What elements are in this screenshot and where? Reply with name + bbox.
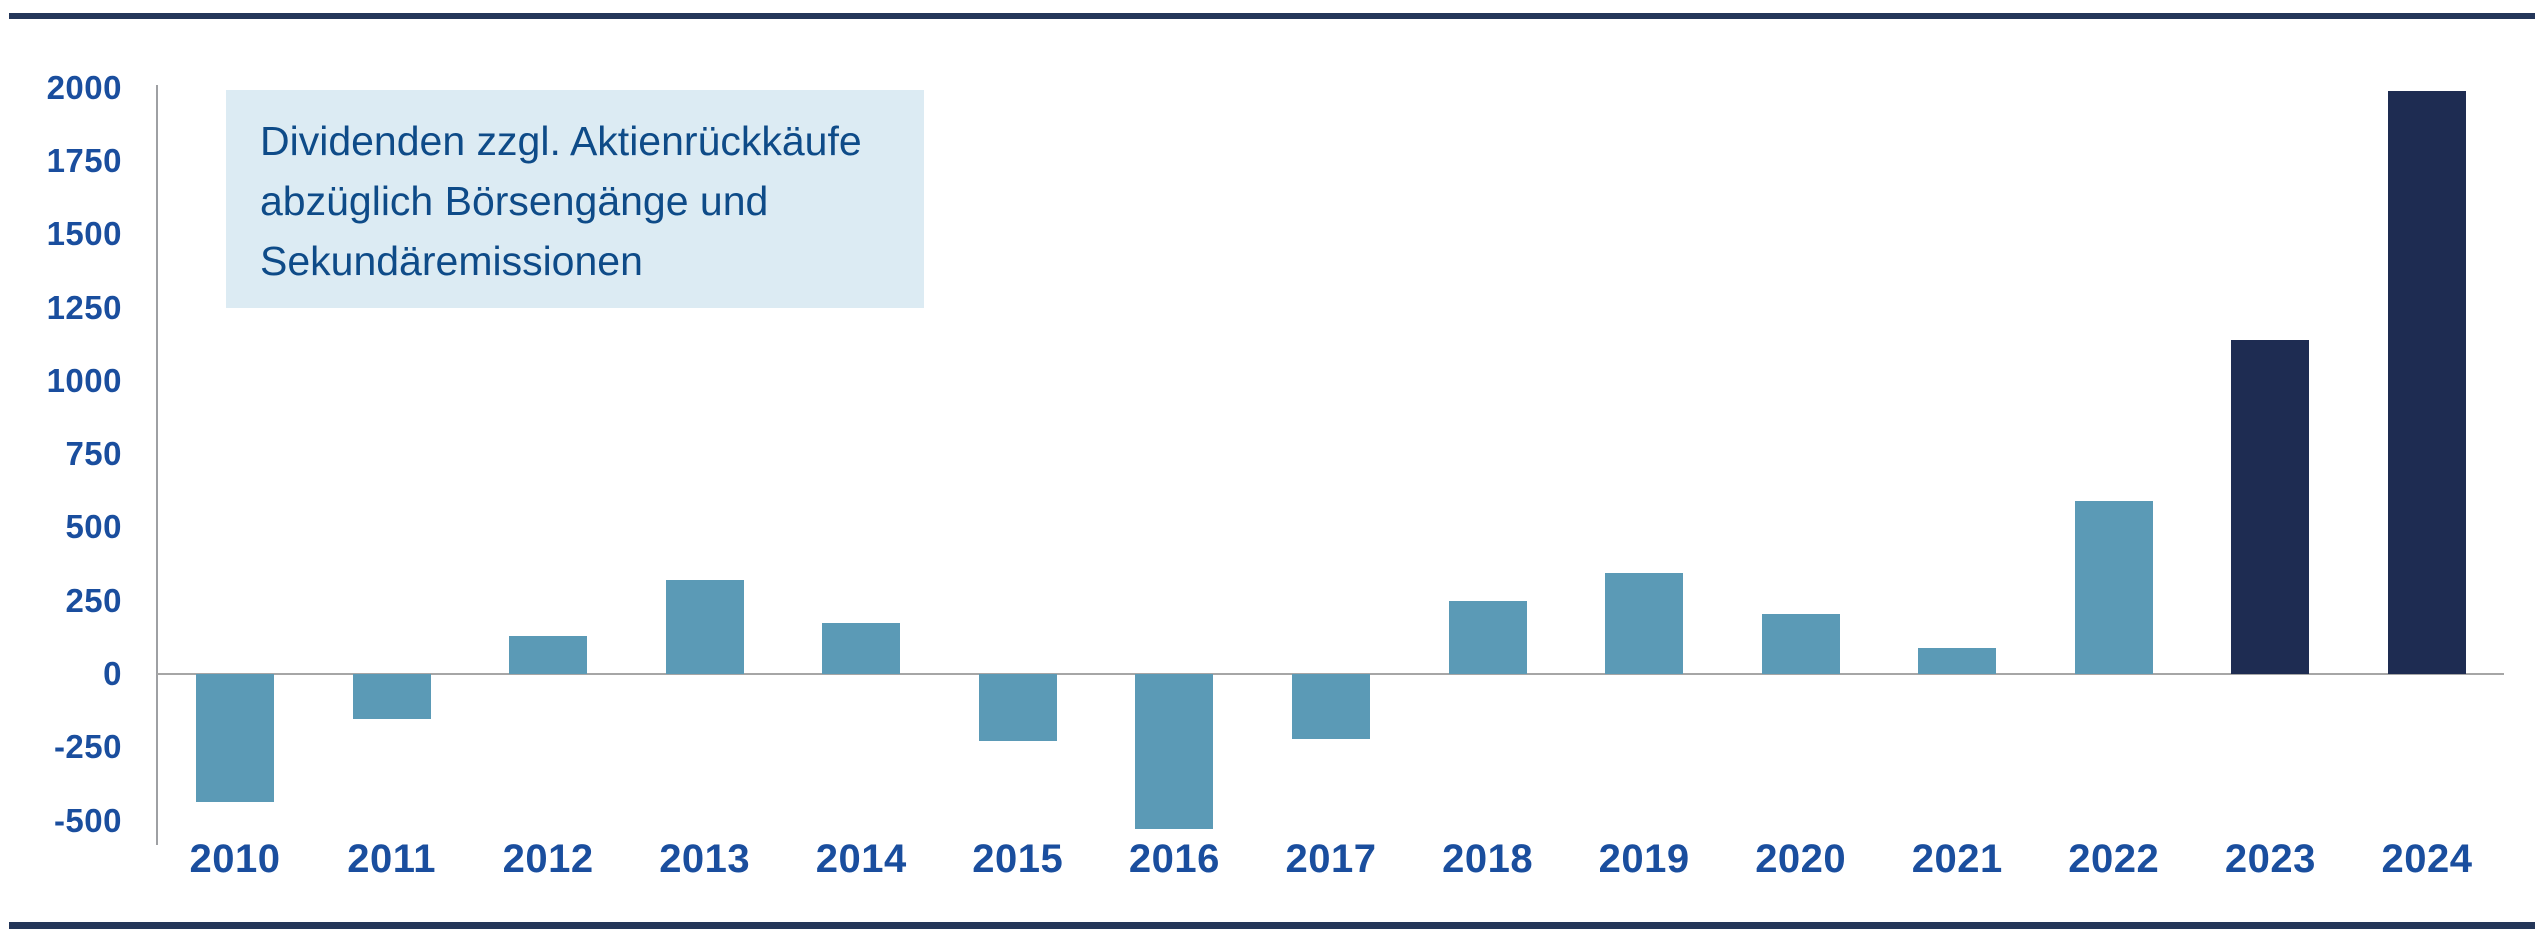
bar-2019	[1605, 572, 1684, 674]
x-tick-label-2010: 2010	[189, 837, 281, 881]
bar-2011	[352, 674, 431, 720]
y-tick-label: 1750	[46, 141, 122, 179]
bar-2016	[1135, 674, 1214, 830]
bar-2010	[196, 674, 274, 802]
bar-2020	[1761, 613, 1840, 674]
top-border-rule	[9, 13, 2535, 19]
x-tick-label-2019: 2019	[1598, 837, 1690, 881]
y-tick-label: 500	[65, 508, 122, 546]
annotation-line: Sekundäremissionen	[260, 238, 643, 284]
x-tick-label-2024: 2024	[2381, 837, 2473, 881]
x-tick-label-2014: 2014	[815, 837, 907, 881]
x-tick-label-2021: 2021	[1911, 837, 2003, 881]
bar-2014	[822, 622, 901, 674]
bar-2017	[1292, 674, 1370, 739]
x-tick-label-2023: 2023	[2224, 837, 2316, 881]
y-tick-label: 250	[65, 581, 122, 619]
bar-2021	[1918, 647, 1997, 674]
y-tick-label: -500	[53, 801, 122, 839]
bar-2012	[509, 635, 588, 674]
bar-2018	[1448, 600, 1527, 674]
x-tick-label-2012: 2012	[502, 837, 594, 881]
bottom-border-rule	[9, 922, 2535, 929]
x-tick-label-2020: 2020	[1755, 837, 1847, 881]
x-tick-label-2011: 2011	[347, 837, 436, 881]
x-tick-label-2016: 2016	[1128, 837, 1220, 881]
annotation-line: Dividenden zzgl. Aktienrückkäufe	[260, 118, 862, 164]
bar-2023	[2231, 339, 2310, 674]
bar-2013	[665, 580, 744, 674]
bar-2015	[978, 674, 1057, 742]
x-tick-label-2013: 2013	[659, 837, 751, 881]
y-tick-label: 0	[103, 655, 122, 692]
y-tick-label: 1000	[46, 361, 122, 399]
annotation-box: Dividenden zzgl. Aktienrückkäufe abzügli…	[226, 90, 924, 308]
bar-2024	[2388, 90, 2466, 674]
y-tick-label: 2000	[46, 68, 122, 106]
bar-2022	[2074, 501, 2153, 674]
annotation-line: abzüglich Börsengänge und	[260, 178, 769, 224]
y-axis-line	[156, 85, 158, 845]
y-tick-label: -250	[53, 728, 122, 766]
x-tick-label-2022: 2022	[2068, 837, 2160, 881]
x-tick-label-2015: 2015	[972, 837, 1064, 881]
y-tick-label: 1250	[46, 288, 122, 326]
x-tick-label-2017: 2017	[1285, 837, 1377, 881]
x-tick-label-2018: 2018	[1442, 837, 1534, 881]
y-tick-label: 1500	[46, 215, 122, 253]
y-tick-label: 750	[65, 435, 122, 473]
